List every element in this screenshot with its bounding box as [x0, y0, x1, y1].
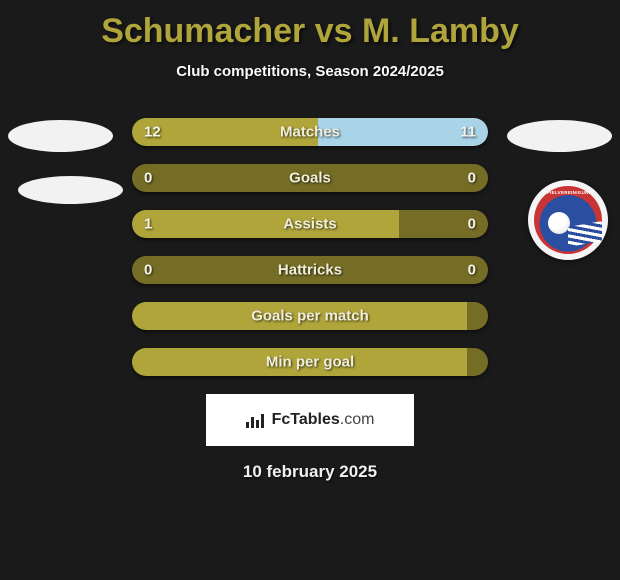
stat-value-left: 0: [144, 262, 152, 279]
stat-fill-left: [132, 348, 467, 376]
stat-rows-container: Matches1211Goals00Assists10Hattricks00Go…: [0, 118, 620, 376]
stat-label: Hattricks: [132, 262, 488, 279]
brand-chart-icon: [246, 412, 266, 428]
stat-value-right: 0: [468, 170, 476, 187]
brand-text: FcTables.com: [272, 411, 375, 429]
stat-value-left: 0: [144, 170, 152, 187]
stat-row: Min per goal: [132, 348, 488, 376]
subtitle: Club competitions, Season 2024/2025: [176, 63, 444, 80]
stat-label: Goals: [132, 170, 488, 187]
comparison-infographic: Schumacher vs M. Lamby Club competitions…: [0, 0, 620, 492]
date-text: 10 february 2025: [243, 462, 377, 482]
stat-fill-right: [318, 118, 488, 146]
stat-fill-left: [132, 210, 399, 238]
stat-fill-left: [132, 302, 467, 330]
stat-row: Matches1211: [132, 118, 488, 146]
stat-value-right: 0: [468, 216, 476, 233]
brand-card: FcTables.com: [206, 394, 414, 446]
stat-row: Goals0 0: [132, 164, 488, 192]
stat-row: Hattricks0 0: [132, 256, 488, 284]
stat-row: Assists10: [132, 210, 488, 238]
page-title: Schumacher vs M. Lamby: [101, 12, 519, 51]
stat-row: Goals per match: [132, 302, 488, 330]
stat-value-right: 0: [468, 262, 476, 279]
stat-fill-left: [132, 118, 318, 146]
